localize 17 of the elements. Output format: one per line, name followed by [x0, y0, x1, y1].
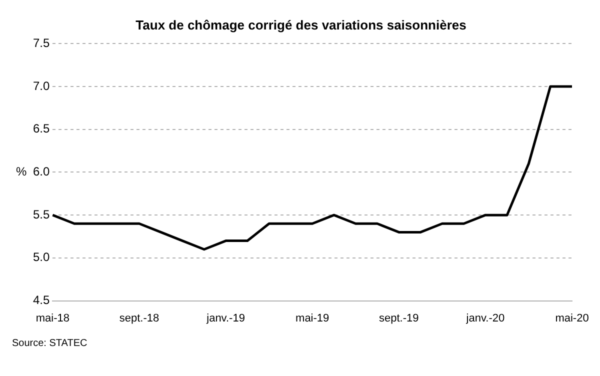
y-tick-label: 6.5: [32, 122, 50, 136]
x-tick-label: janv.-19: [206, 312, 245, 324]
x-tick-label: sept.-18: [119, 312, 160, 324]
y-tick-label: 5.0: [32, 250, 50, 264]
x-tick-label: mai-18: [36, 312, 70, 324]
y-tick-label: 5.5: [32, 207, 50, 222]
y-tick-label: 6.0: [32, 164, 50, 179]
y-axis-title: %: [16, 164, 27, 179]
x-tick-label: sept.-19: [379, 312, 419, 324]
y-tick-label: 4.5: [32, 293, 50, 308]
x-tick-label: janv.-20: [465, 312, 505, 324]
y-tick-label: 7.0: [32, 78, 50, 93]
x-tick-label: mai-19: [296, 312, 330, 324]
chart-title: Taux de chômage corrigé des variations saisonnières: [136, 17, 466, 32]
y-tick-label: 7.5: [32, 36, 50, 50]
source-note: Source: STATEC: [12, 338, 88, 349]
x-tick-label: mai-20: [555, 312, 589, 324]
